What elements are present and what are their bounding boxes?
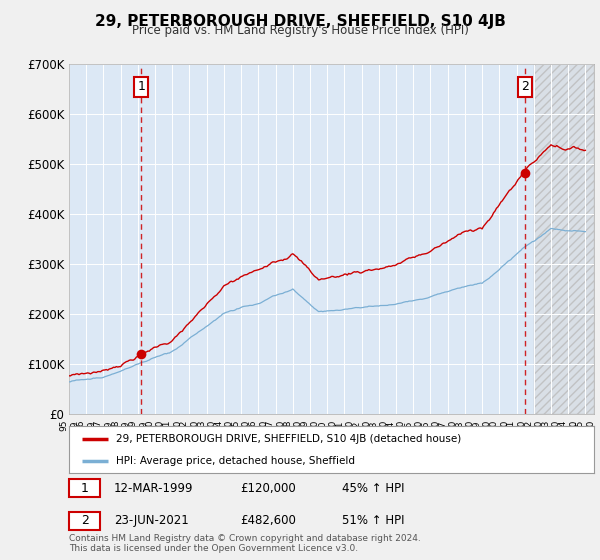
Text: £120,000: £120,000 bbox=[240, 482, 296, 495]
Text: 29, PETERBOROUGH DRIVE, SHEFFIELD, S10 4JB (detached house): 29, PETERBOROUGH DRIVE, SHEFFIELD, S10 4… bbox=[116, 434, 461, 444]
Text: £482,600: £482,600 bbox=[240, 514, 296, 528]
Text: 12-MAR-1999: 12-MAR-1999 bbox=[114, 482, 193, 495]
Text: 23-JUN-2021: 23-JUN-2021 bbox=[114, 514, 189, 528]
Text: Price paid vs. HM Land Registry's House Price Index (HPI): Price paid vs. HM Land Registry's House … bbox=[131, 24, 469, 37]
Text: 1: 1 bbox=[137, 81, 145, 94]
Text: 29, PETERBOROUGH DRIVE, SHEFFIELD, S10 4JB: 29, PETERBOROUGH DRIVE, SHEFFIELD, S10 4… bbox=[95, 14, 505, 29]
Text: HPI: Average price, detached house, Sheffield: HPI: Average price, detached house, Shef… bbox=[116, 456, 355, 466]
Text: 2: 2 bbox=[80, 514, 89, 528]
Text: 51% ↑ HPI: 51% ↑ HPI bbox=[342, 514, 404, 528]
Bar bbox=[534, 64, 594, 414]
Bar bbox=[534, 64, 594, 414]
Text: 45% ↑ HPI: 45% ↑ HPI bbox=[342, 482, 404, 495]
Text: Contains HM Land Registry data © Crown copyright and database right 2024.
This d: Contains HM Land Registry data © Crown c… bbox=[69, 534, 421, 553]
Text: 2: 2 bbox=[521, 81, 529, 94]
Text: 1: 1 bbox=[80, 482, 89, 495]
